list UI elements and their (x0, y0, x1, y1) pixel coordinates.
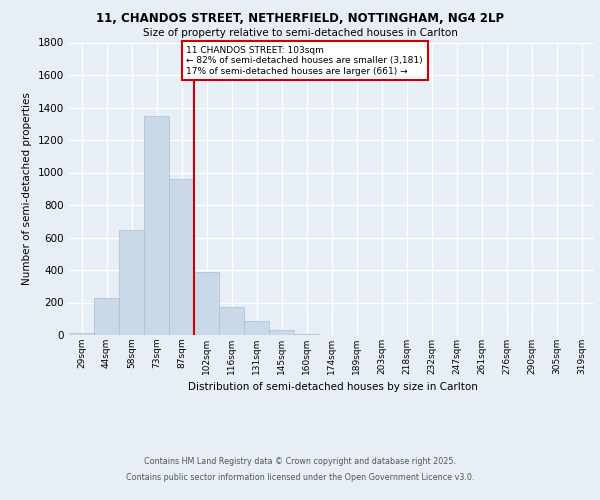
Bar (194, 272, 219, 335)
Bar (244, 321, 269, 335)
Bar (144, 116, 169, 335)
Bar (294, 334, 319, 335)
Text: 11, CHANDOS STREET, NETHERFIELD, NOTTINGHAM, NG4 2LP: 11, CHANDOS STREET, NETHERFIELD, NOTTING… (96, 12, 504, 26)
Bar (94, 298, 119, 335)
Bar (269, 330, 294, 335)
Text: 11 CHANDOS STREET: 103sqm
← 82% of semi-detached houses are smaller (3,181)
17% : 11 CHANDOS STREET: 103sqm ← 82% of semi-… (187, 46, 423, 76)
Bar (219, 306, 244, 335)
Text: Distribution of semi-detached houses by size in Carlton: Distribution of semi-detached houses by … (188, 382, 478, 392)
Bar (169, 179, 194, 335)
Bar (119, 230, 144, 335)
Text: Size of property relative to semi-detached houses in Carlton: Size of property relative to semi-detach… (143, 28, 457, 38)
Text: Contains public sector information licensed under the Open Government Licence v3: Contains public sector information licen… (126, 472, 474, 482)
Y-axis label: Number of semi-detached properties: Number of semi-detached properties (22, 92, 32, 285)
Bar (69, 332, 94, 335)
Text: Contains HM Land Registry data © Crown copyright and database right 2025.: Contains HM Land Registry data © Crown c… (144, 458, 456, 466)
